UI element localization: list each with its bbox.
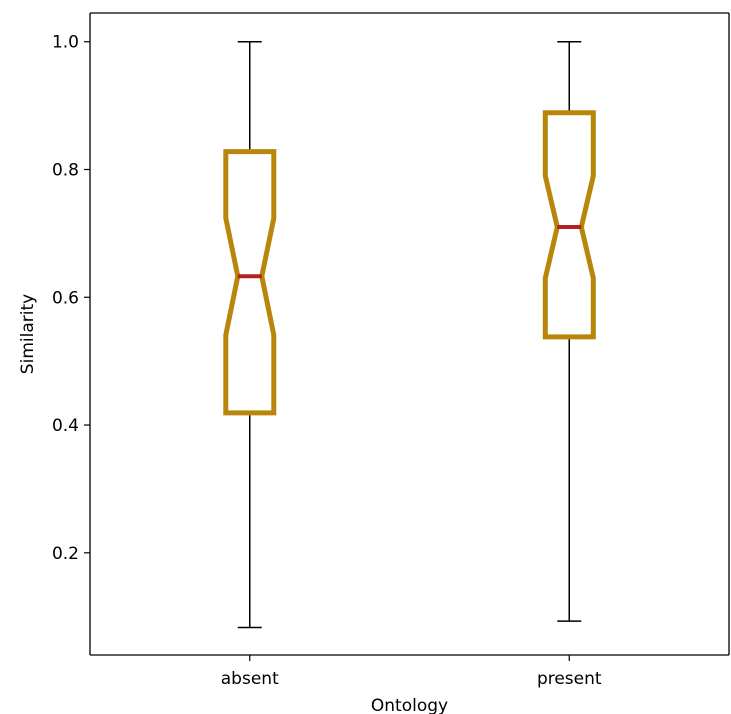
y-ticks: 0.2 0.4 0.6 0.8 1.0: [52, 33, 90, 564]
y-tick-label: 0.2: [52, 544, 79, 564]
y-tick-label: 0.8: [52, 161, 79, 181]
notched-box: [223, 149, 277, 416]
x-tick-label: present: [537, 669, 602, 689]
notched-box: [542, 110, 596, 340]
x-axis-title: Ontology: [371, 696, 448, 714]
axes: [89, 12, 730, 656]
y-axis-title: Similarity: [18, 294, 38, 374]
box-absent: [223, 40, 277, 629]
x-ticks: absent present: [221, 655, 602, 689]
y-tick-label: 0.6: [52, 288, 79, 308]
plot-area: [223, 40, 596, 629]
x-tick-label: absent: [221, 669, 279, 689]
y-tick-label: 1.0: [52, 33, 79, 53]
y-tick-label: 0.4: [52, 416, 79, 436]
box-present: [542, 40, 596, 622]
